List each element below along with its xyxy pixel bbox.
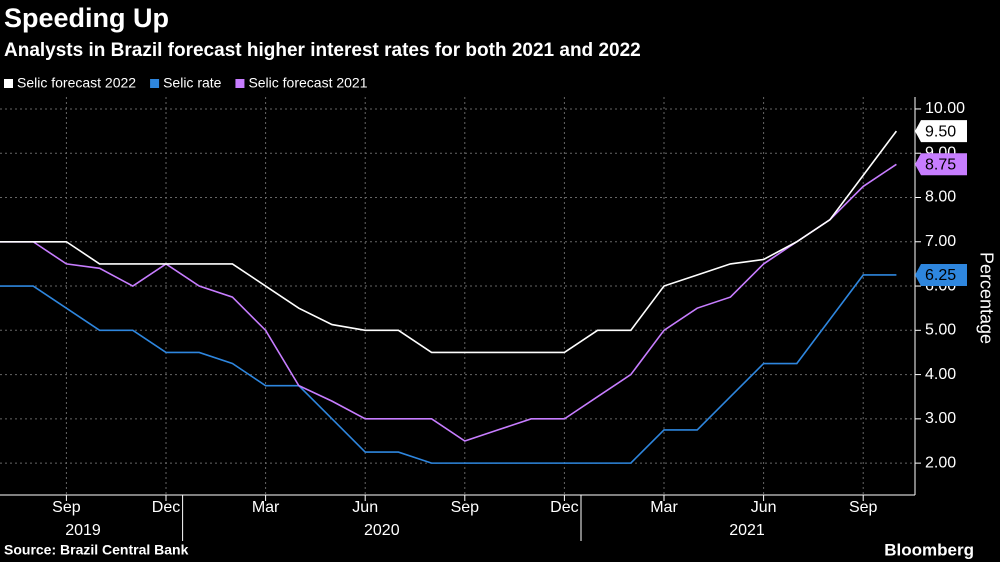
x-tick-label: Mar	[252, 499, 280, 516]
end-label-box	[915, 120, 967, 143]
y-axis-label: Percentage	[976, 252, 996, 344]
legend-swatch	[4, 79, 13, 88]
y-tick-label: 2.00	[925, 454, 956, 471]
y-tick-label: 8.00	[925, 189, 956, 206]
legend-label: Selic rate	[163, 75, 222, 91]
legend-label: Selic forecast 2022	[17, 75, 136, 91]
end-label: 6.25	[925, 267, 956, 284]
y-tick-label: 5.00	[925, 322, 956, 339]
series-line	[0, 274, 897, 464]
x-tick-label: Sep	[52, 499, 81, 516]
series-line	[0, 130, 898, 354]
end-label-box	[915, 153, 967, 176]
x-tick-label: Dec	[152, 499, 180, 516]
y-tick-label: 7.00	[925, 233, 956, 250]
y-tick-label: 10.00	[925, 100, 965, 117]
year-label: 2020	[364, 522, 400, 539]
end-label: 8.75	[925, 157, 956, 174]
x-tick-label: Jun	[352, 499, 378, 516]
source: Source: Brazil Central Bank	[4, 542, 189, 558]
year-label: 2021	[729, 522, 765, 539]
legend-swatch	[150, 79, 160, 88]
brand: Bloomberg	[884, 540, 974, 559]
series-line	[0, 163, 897, 442]
y-tick-label: 3.00	[925, 410, 956, 427]
end-label: 9.50	[925, 123, 956, 140]
chart-title: Speeding Up	[4, 3, 169, 33]
x-tick-label: Mar	[650, 499, 678, 516]
x-tick-label: Sep	[451, 499, 480, 516]
y-tick-label: 4.00	[925, 366, 956, 383]
end-label-box	[915, 263, 967, 286]
year-label: 2019	[65, 522, 101, 539]
x-tick-label: Jun	[751, 499, 777, 516]
x-tick-label: Dec	[550, 499, 578, 516]
x-tick-label: Sep	[849, 499, 878, 516]
legend-label: Selic forecast 2021	[248, 75, 367, 91]
chart-subtitle: Analysts in Brazil forecast higher inter…	[4, 40, 641, 61]
legend-swatch	[235, 79, 245, 88]
